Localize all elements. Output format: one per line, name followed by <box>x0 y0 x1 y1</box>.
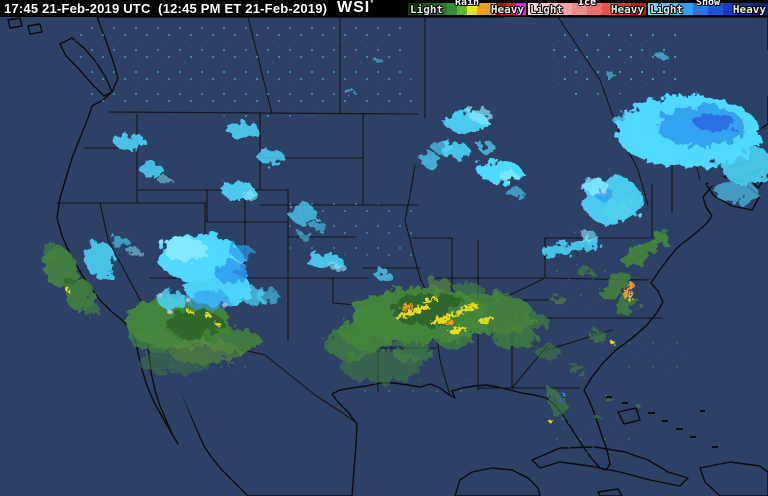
wsi-logo-text: WSI <box>337 0 371 16</box>
hispaniola <box>699 461 768 496</box>
ice-light-label: Light <box>530 3 564 16</box>
legend-snow: Light Heavy Snow <box>648 0 768 17</box>
snow-areas <box>86 52 768 399</box>
snow-color-scale <box>648 3 768 15</box>
rain-light-label: Light <box>410 3 444 16</box>
heavy-rain-streaks <box>65 282 635 423</box>
ice-color-scale <box>528 3 646 15</box>
wsi-logo: WSI° <box>337 0 374 16</box>
precip-legend: Light Heavy Rain Light Heavy Ice Light H… <box>408 0 768 17</box>
title-bar: 17:45 21-Feb-2019 UTC (12:45 PM ET 21-Fe… <box>0 0 768 17</box>
rain-areas <box>43 194 671 420</box>
mix-specks <box>157 190 607 314</box>
rain-color-scale <box>408 3 526 15</box>
wsi-logo-degree: ° <box>370 0 375 8</box>
yucatan-peninsula <box>454 467 541 496</box>
snow-title: Snow <box>695 0 721 8</box>
snow-heavy-label: Heavy <box>732 3 766 16</box>
ice-heavy-label: Heavy <box>610 3 644 16</box>
great-salt-lake <box>180 200 194 220</box>
lake-michigan <box>455 165 481 250</box>
rain-title: Rain <box>454 0 480 8</box>
timestamp-text: 17:45 21-Feb-2019 UTC (12:45 PM ET 21-Fe… <box>4 1 328 16</box>
ice-title: Ice <box>577 0 597 8</box>
snow-speckle-field <box>70 22 688 258</box>
legend-ice: Light Heavy Ice <box>528 0 646 17</box>
rain-heavy-label: Heavy <box>490 3 524 16</box>
nova-scotia <box>705 175 761 211</box>
snow-light-label: Light <box>650 3 684 16</box>
legend-rain: Light Heavy Rain <box>408 0 526 17</box>
